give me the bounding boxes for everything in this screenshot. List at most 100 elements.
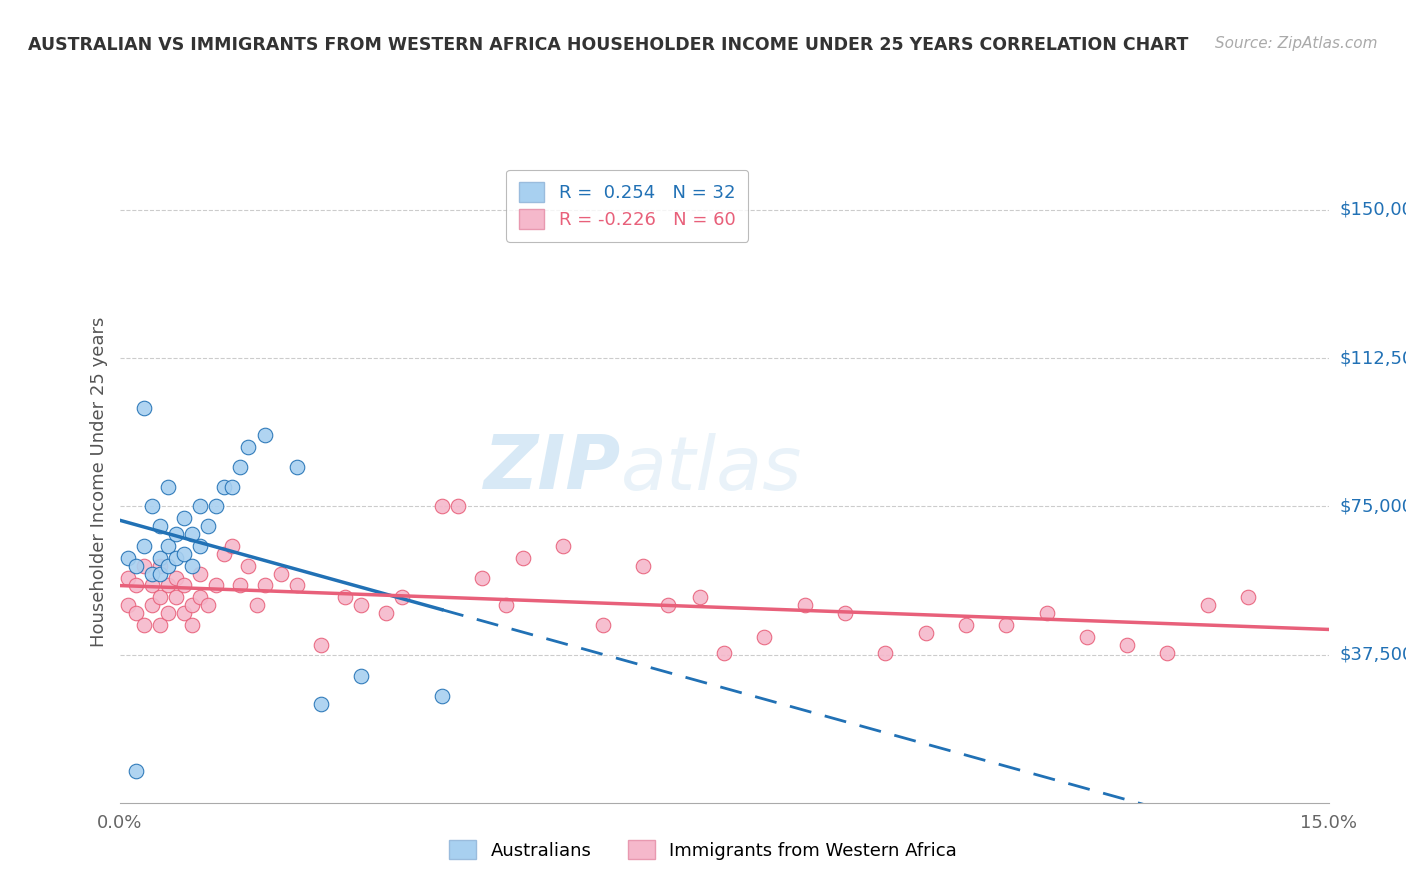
Point xyxy=(754,630,776,644)
Point xyxy=(657,598,679,612)
Point xyxy=(995,618,1018,632)
Point xyxy=(173,606,195,620)
Point xyxy=(309,638,332,652)
Point xyxy=(205,578,228,592)
Y-axis label: Householder Income Under 25 years: Householder Income Under 25 years xyxy=(90,317,108,647)
Point xyxy=(181,618,204,632)
Point xyxy=(197,519,219,533)
Point xyxy=(181,558,204,573)
Point xyxy=(495,598,517,612)
Point xyxy=(156,558,179,573)
Point xyxy=(309,697,332,711)
Text: $75,000: $75,000 xyxy=(1340,498,1406,516)
Point xyxy=(165,591,187,605)
Legend: R =  0.254   N = 32, R = -0.226   N = 60: R = 0.254 N = 32, R = -0.226 N = 60 xyxy=(506,169,748,242)
Point xyxy=(165,550,187,565)
Point xyxy=(238,440,260,454)
Point xyxy=(188,591,211,605)
Text: AUSTRALIAN VS IMMIGRANTS FROM WESTERN AFRICA HOUSEHOLDER INCOME UNDER 25 YEARS C: AUSTRALIAN VS IMMIGRANTS FROM WESTERN AF… xyxy=(28,36,1188,54)
Point xyxy=(229,578,252,592)
Point xyxy=(149,591,172,605)
Point xyxy=(124,764,146,779)
Point xyxy=(149,618,172,632)
Point xyxy=(430,500,453,514)
Point xyxy=(253,578,276,592)
Point xyxy=(149,550,172,565)
Point xyxy=(141,578,163,592)
Point xyxy=(834,606,856,620)
Point xyxy=(173,511,195,525)
Point xyxy=(914,625,936,640)
Point xyxy=(214,480,236,494)
Point xyxy=(350,598,373,612)
Point xyxy=(1197,598,1219,612)
Point xyxy=(188,566,211,581)
Point xyxy=(1076,630,1098,644)
Point xyxy=(447,500,470,514)
Point xyxy=(1156,646,1178,660)
Point xyxy=(592,618,614,632)
Point xyxy=(285,459,308,474)
Point xyxy=(132,401,155,415)
Point xyxy=(270,566,292,581)
Point xyxy=(141,500,163,514)
Point xyxy=(512,550,534,565)
Point xyxy=(156,539,179,553)
Point xyxy=(430,689,453,703)
Point xyxy=(374,606,396,620)
Point xyxy=(156,606,179,620)
Text: Source: ZipAtlas.com: Source: ZipAtlas.com xyxy=(1215,36,1378,51)
Point xyxy=(149,566,172,581)
Point xyxy=(350,669,373,683)
Point xyxy=(188,500,211,514)
Point xyxy=(229,459,252,474)
Legend: Australians, Immigrants from Western Africa: Australians, Immigrants from Western Afr… xyxy=(434,825,972,874)
Point xyxy=(335,591,357,605)
Point xyxy=(117,598,139,612)
Point xyxy=(875,646,897,660)
Point xyxy=(551,539,574,553)
Point xyxy=(132,618,155,632)
Point xyxy=(173,547,195,561)
Point xyxy=(117,550,139,565)
Point xyxy=(689,591,711,605)
Text: atlas: atlas xyxy=(621,433,803,505)
Point xyxy=(238,558,260,573)
Point xyxy=(156,578,179,592)
Point xyxy=(221,480,243,494)
Point xyxy=(181,598,204,612)
Text: $112,500: $112,500 xyxy=(1340,349,1406,368)
Point xyxy=(165,570,187,584)
Point xyxy=(197,598,219,612)
Point xyxy=(955,618,977,632)
Point xyxy=(117,570,139,584)
Point xyxy=(188,539,211,553)
Point xyxy=(124,558,146,573)
Point xyxy=(285,578,308,592)
Text: $37,500: $37,500 xyxy=(1340,646,1406,664)
Point xyxy=(132,558,155,573)
Text: ZIP: ZIP xyxy=(484,433,621,506)
Point xyxy=(221,539,243,553)
Point xyxy=(214,547,236,561)
Point xyxy=(1035,606,1057,620)
Point xyxy=(1237,591,1260,605)
Point xyxy=(205,500,228,514)
Point xyxy=(181,527,204,541)
Text: $150,000: $150,000 xyxy=(1340,201,1406,219)
Point xyxy=(793,598,815,612)
Point xyxy=(471,570,494,584)
Point xyxy=(245,598,267,612)
Point xyxy=(124,606,146,620)
Point xyxy=(633,558,655,573)
Point xyxy=(391,591,413,605)
Point xyxy=(141,566,163,581)
Point xyxy=(1116,638,1139,652)
Point xyxy=(124,578,146,592)
Point xyxy=(165,527,187,541)
Point xyxy=(173,578,195,592)
Point xyxy=(132,539,155,553)
Point xyxy=(156,480,179,494)
Point xyxy=(149,519,172,533)
Point xyxy=(149,558,172,573)
